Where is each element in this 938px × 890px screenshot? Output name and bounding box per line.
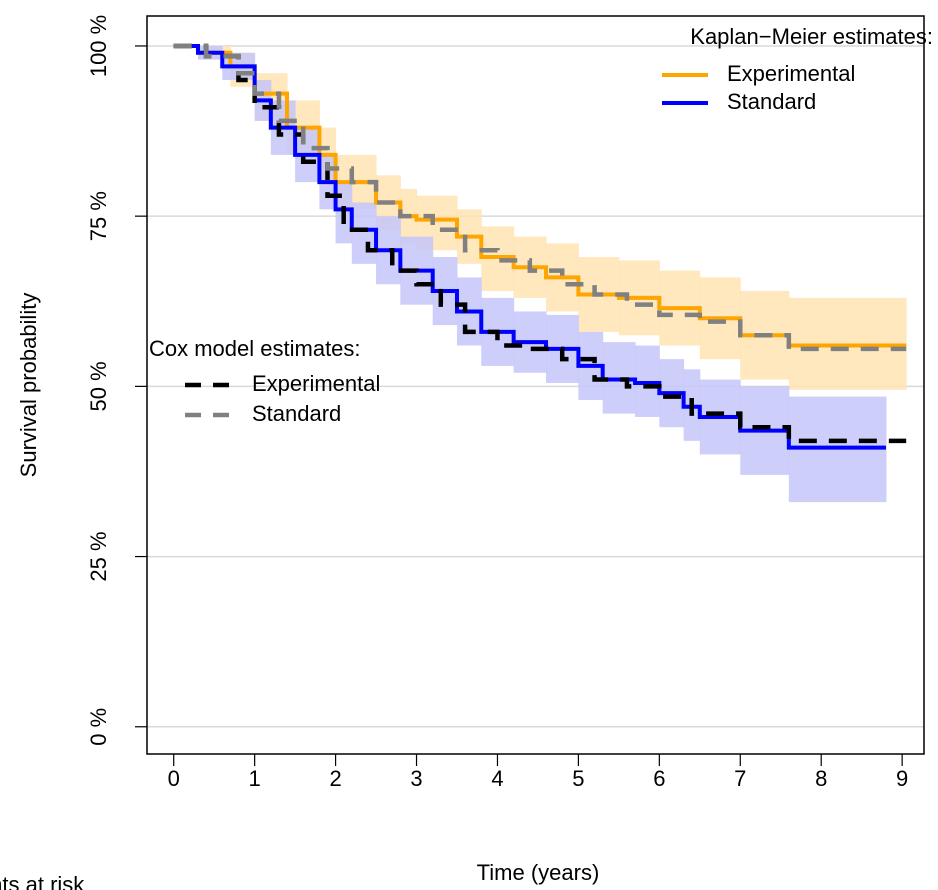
x-tick-label: 0 — [168, 766, 180, 791]
x-tick-label: 2 — [329, 766, 341, 791]
x-tick-label: 3 — [410, 766, 422, 791]
cox-curve — [173, 43, 907, 444]
y-axis-label: Survival probability — [16, 293, 41, 478]
x-tick-label: 6 — [653, 766, 665, 791]
x-tick-label: 7 — [734, 766, 746, 791]
confidence-band — [351, 202, 377, 264]
y-tick-label: 0 % — [86, 708, 111, 746]
cox-curve — [173, 43, 907, 352]
y-tick-label: 50 % — [86, 361, 111, 411]
x-axis-label: Time (years) — [477, 860, 600, 885]
x-tick-label: 8 — [815, 766, 827, 791]
legend-title: Cox model estimates: — [149, 336, 361, 361]
x-tick-label: 5 — [572, 766, 584, 791]
x-tick-label: 4 — [491, 766, 503, 791]
y-tick-label: 75 % — [86, 191, 111, 241]
legend-label: Experimental — [252, 371, 380, 396]
legend-label: Standard — [252, 401, 341, 426]
legend-label: Standard — [727, 89, 816, 114]
y-tick-label: 25 % — [86, 531, 111, 581]
legend-label: Experimental — [727, 61, 855, 86]
plot-frame — [146, 15, 925, 755]
x-tick-label: 9 — [896, 766, 908, 791]
legend-title: Kaplan−Meier estimates: — [690, 24, 933, 49]
km-curve — [173, 43, 886, 450]
y-tick-label: 100 % — [86, 15, 111, 77]
x-tick-label: 1 — [249, 766, 261, 791]
footnote: Patients at risk — [0, 872, 85, 890]
